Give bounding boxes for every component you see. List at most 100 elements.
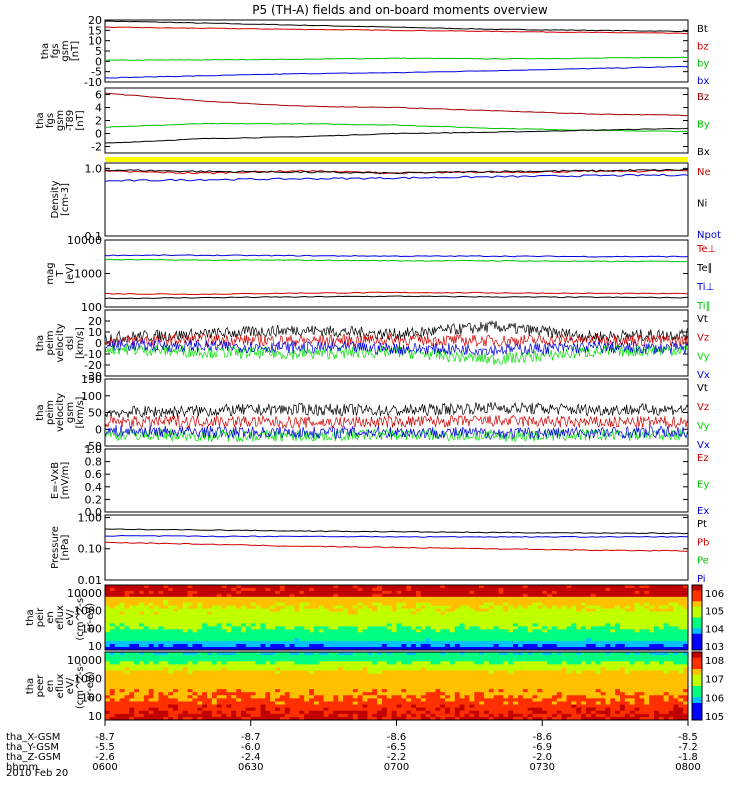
heatmap-cell xyxy=(513,647,519,651)
heatmap-cell xyxy=(250,590,257,595)
series-line-Vx xyxy=(104,425,689,440)
heatmap-cell xyxy=(105,661,111,665)
heatmap-cell xyxy=(275,593,281,598)
heatmap-cell xyxy=(537,658,543,662)
heatmap-cell xyxy=(333,585,339,589)
heatmap-cell xyxy=(177,679,184,684)
heatmap-cell xyxy=(615,701,621,706)
heatmap-cell xyxy=(547,605,553,610)
heatmap-cell xyxy=(163,587,169,592)
heatmap-cell xyxy=(309,658,315,662)
heatmap-cell xyxy=(158,623,164,627)
heatmap-cell xyxy=(678,641,684,645)
heatmap-cell xyxy=(381,647,388,651)
heatmap-cell xyxy=(338,587,344,592)
heatmap-cell xyxy=(309,695,315,699)
heatmap-cell xyxy=(517,593,524,598)
heatmap-cell xyxy=(513,682,519,687)
heatmap-cell xyxy=(163,590,169,595)
heatmap-cell xyxy=(328,638,334,642)
heatmap-cell xyxy=(323,701,329,706)
heatmap-cell xyxy=(508,585,514,589)
heatmap-cell xyxy=(275,638,281,642)
heatmap-cell xyxy=(197,652,203,656)
heatmap-cell xyxy=(683,587,689,592)
heatmap-cell xyxy=(581,596,587,601)
heatmap-cell xyxy=(527,608,534,613)
heatmap-cell xyxy=(668,623,674,627)
heatmap-cell xyxy=(309,611,315,616)
heatmap-cell xyxy=(590,593,597,598)
heatmap-cell xyxy=(338,620,344,624)
legend-Pb: Pb xyxy=(697,537,709,548)
heatmap-cell xyxy=(386,623,393,627)
heatmap-cell xyxy=(440,661,446,665)
heatmap-cell xyxy=(639,682,645,687)
heatmap-cell xyxy=(163,638,169,642)
heatmap-cell xyxy=(211,617,218,621)
heatmap-cell xyxy=(610,602,616,607)
heatmap-cell xyxy=(498,638,504,642)
heatmap-cell xyxy=(678,593,684,598)
heatmap-cell xyxy=(610,638,616,642)
heatmap-cell xyxy=(173,695,179,699)
heatmap-cell xyxy=(411,602,417,607)
heatmap-cell xyxy=(192,611,198,616)
heatmap-cell xyxy=(109,638,116,642)
heatmap-cell xyxy=(255,647,261,651)
heatmap-cell xyxy=(221,655,227,659)
heatmap-cell xyxy=(367,620,373,624)
heatmap-cell xyxy=(338,667,344,672)
y-axis-label: [nT] xyxy=(75,110,86,130)
heatmap-cell xyxy=(299,673,305,678)
heatmap-cell xyxy=(347,673,354,678)
heatmap-cell xyxy=(168,596,174,601)
heatmap-cell xyxy=(619,652,626,656)
heatmap-cell xyxy=(493,626,500,630)
heatmap-cell xyxy=(522,605,529,610)
heatmap-cell xyxy=(163,617,169,621)
heatmap-cell xyxy=(255,676,261,681)
heatmap-cell xyxy=(226,695,232,699)
heatmap-cell xyxy=(192,626,198,630)
heatmap-cell xyxy=(508,593,514,598)
heatmap-cell xyxy=(566,608,572,613)
heatmap-cell xyxy=(449,679,456,684)
heatmap-cell xyxy=(309,664,315,668)
heatmap-cell xyxy=(245,585,252,589)
heatmap-cell xyxy=(250,658,257,662)
y-tick-label: 10 xyxy=(88,640,102,653)
heatmap-cell xyxy=(304,644,310,648)
heatmap-cell xyxy=(619,596,626,601)
heatmap-cell xyxy=(498,673,504,678)
heatmap-cell xyxy=(270,679,276,684)
heatmap-cell xyxy=(318,611,325,616)
heatmap-cell xyxy=(129,608,135,613)
heatmap-cell xyxy=(279,608,286,613)
heatmap-cell xyxy=(250,602,257,607)
heatmap-cell xyxy=(513,652,519,656)
heatmap-cell xyxy=(114,682,121,687)
heatmap-cell xyxy=(517,635,524,639)
heatmap-cell xyxy=(260,596,266,601)
heatmap-cell xyxy=(177,670,184,675)
heatmap-cell xyxy=(459,608,466,613)
heatmap-cell xyxy=(605,599,611,604)
heatmap-cell xyxy=(114,698,121,702)
heatmap-cell xyxy=(187,635,193,639)
heatmap-cell xyxy=(139,608,145,613)
heatmap-cell xyxy=(279,655,286,659)
heatmap-cell xyxy=(226,585,232,589)
heatmap-cell xyxy=(547,670,553,675)
heatmap-cell xyxy=(139,590,145,595)
heatmap-cell xyxy=(386,605,393,610)
heatmap-cell xyxy=(367,689,373,693)
heatmap-cell xyxy=(177,614,184,618)
heatmap-cell xyxy=(119,698,125,702)
heatmap-cell xyxy=(343,617,349,621)
heatmap-cell xyxy=(430,689,436,693)
heatmap-cell xyxy=(566,632,572,636)
heatmap-cell xyxy=(411,629,417,633)
heatmap-cell xyxy=(658,605,665,610)
heatmap-cell xyxy=(289,698,295,702)
